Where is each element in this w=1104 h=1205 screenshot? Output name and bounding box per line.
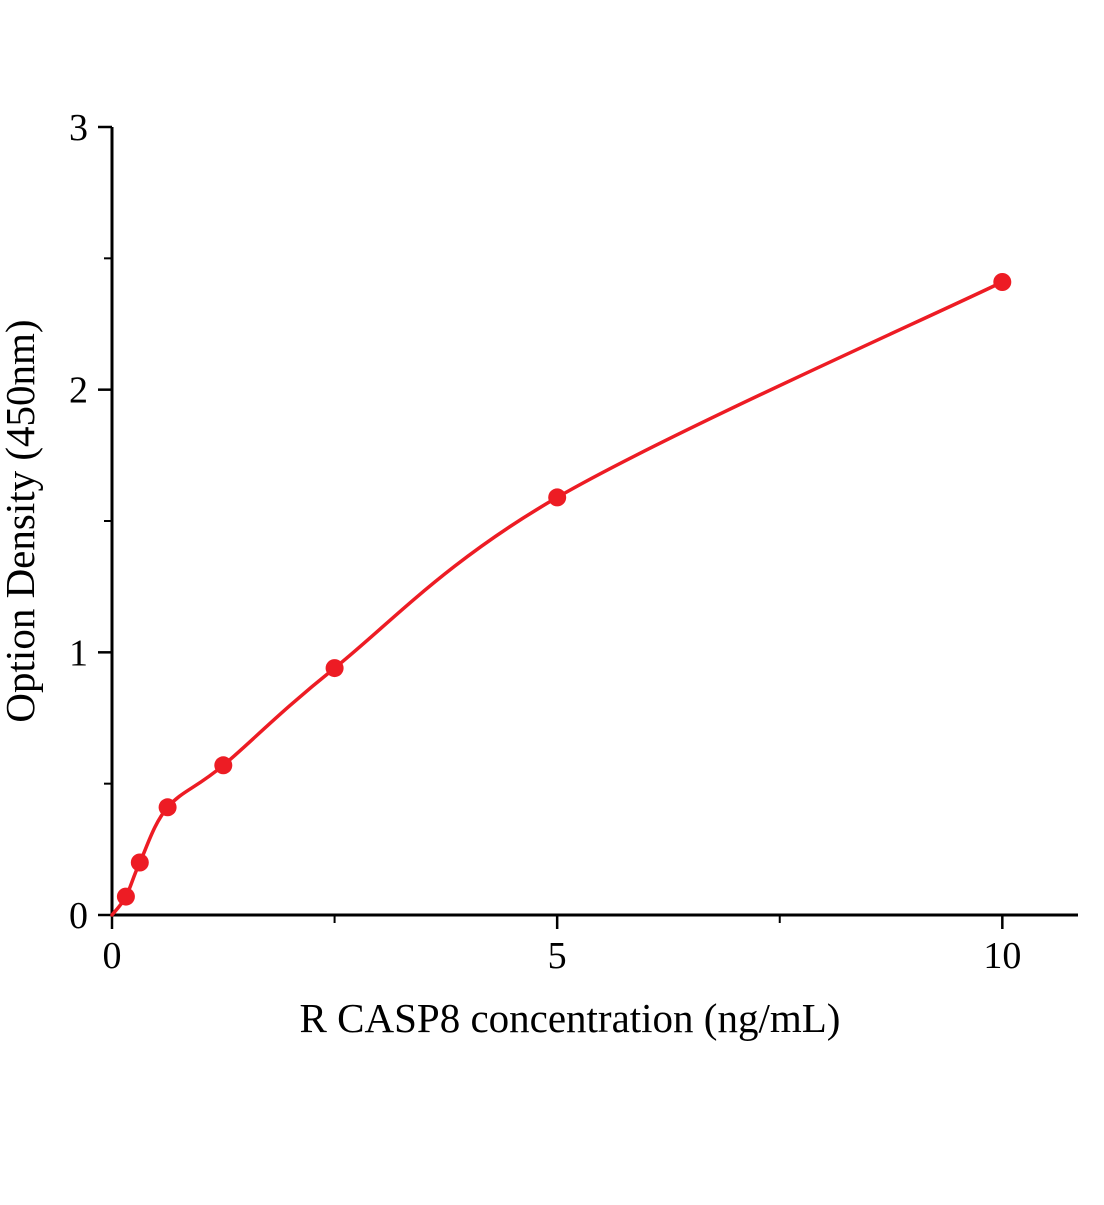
axis-tick-labels: 0 5 10 0 1 2 3 (69, 107, 1021, 977)
data-points (116, 273, 1012, 906)
data-point (158, 798, 177, 817)
data-point (548, 488, 567, 507)
x-tick-label: 5 (548, 935, 567, 977)
y-tick-label: 1 (69, 632, 88, 674)
y-tick-label: 3 (69, 107, 88, 149)
data-point (993, 273, 1012, 291)
data-point (214, 756, 233, 775)
y-tick-label: 0 (69, 895, 88, 937)
axis-major-ticks (98, 125, 1004, 929)
data-point (325, 659, 344, 678)
y-tick-label: 2 (69, 370, 88, 412)
data-point (116, 887, 135, 906)
y-axis-label: Option Density (450nm) (0, 319, 43, 722)
x-tick-label: 0 (103, 935, 122, 977)
data-point (130, 853, 149, 872)
fit-curve-line (110, 280, 1005, 917)
x-axis-label: R CASP8 concentration (ng/mL) (300, 995, 841, 1041)
x-tick-label: 10 (983, 935, 1021, 977)
axes (110, 127, 1078, 917)
axis-minor-ticks (104, 257, 781, 923)
